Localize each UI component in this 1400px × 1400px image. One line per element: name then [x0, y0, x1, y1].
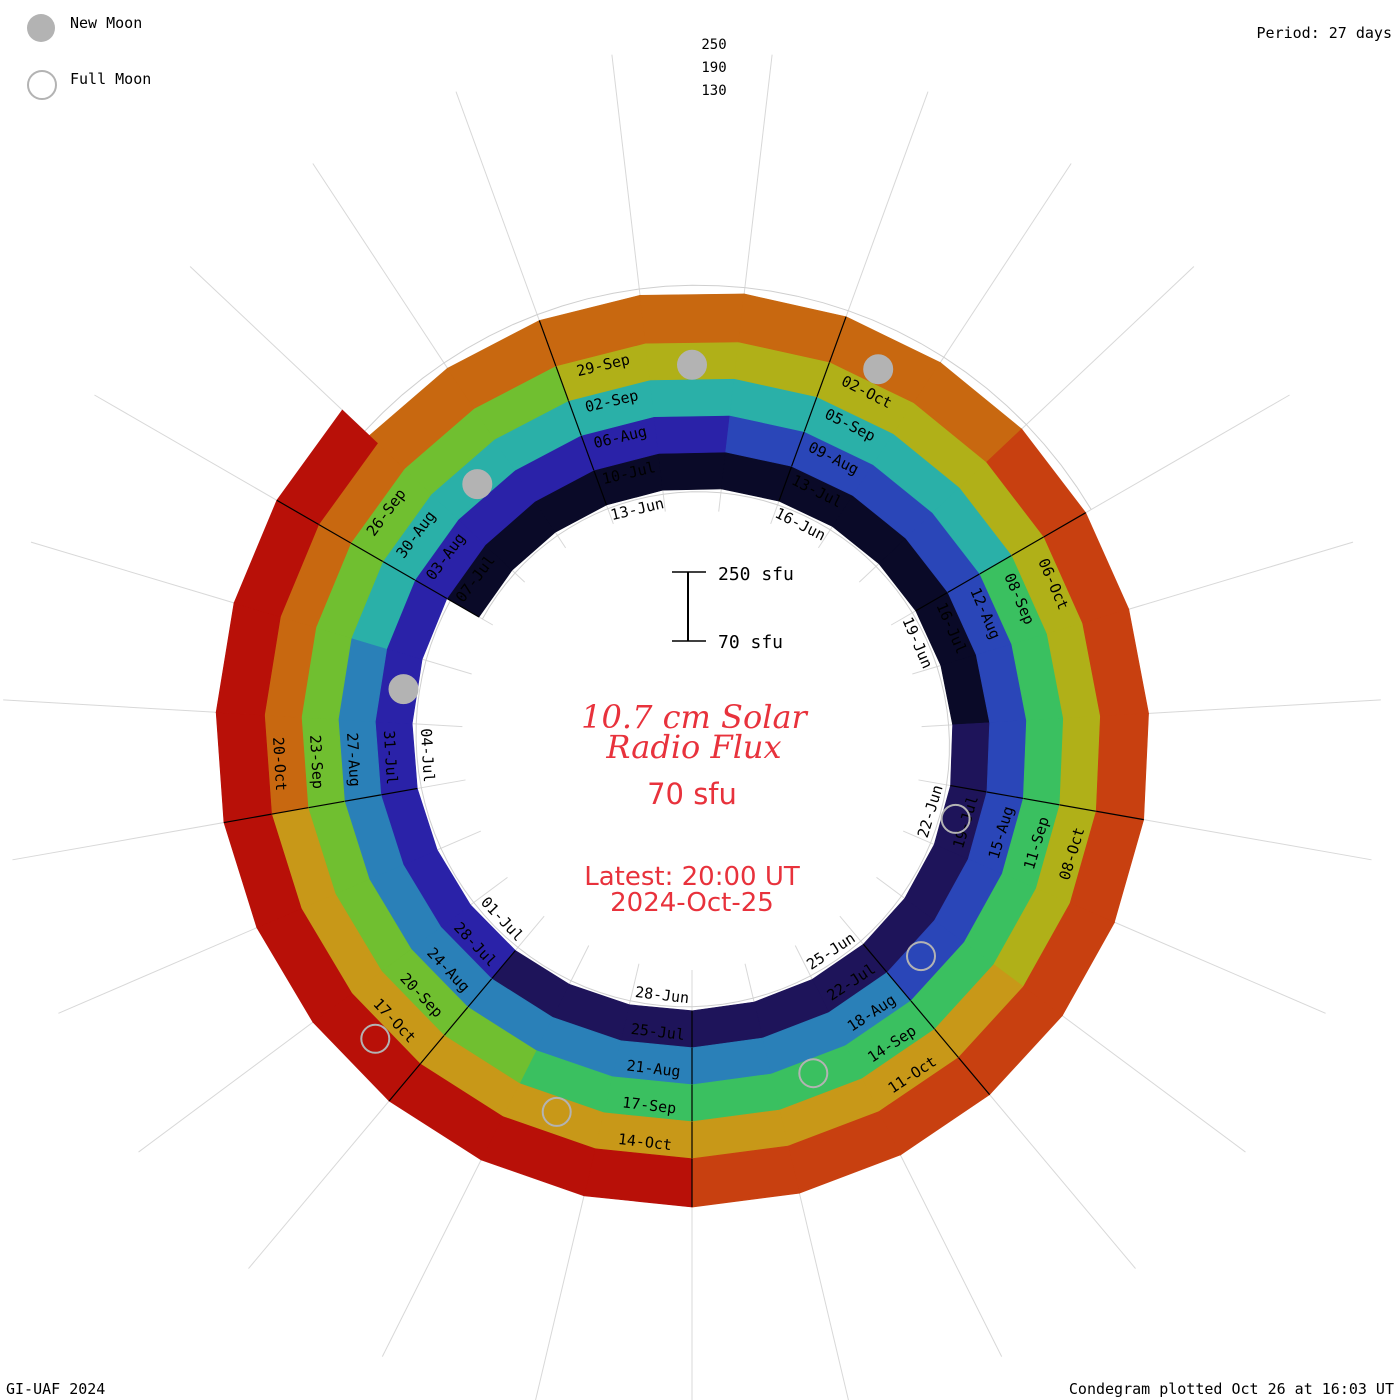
new-moon-marker: [677, 349, 707, 380]
bar-divider: [538, 320, 557, 367]
date-label: 23-Sep: [306, 734, 327, 789]
bar-divider: [778, 463, 794, 502]
credit-left: GI-UAF 2024: [6, 1380, 106, 1398]
bar-divider: [950, 784, 993, 794]
bar-divider: [862, 943, 892, 978]
bar-divider: [223, 813, 272, 824]
full-moon-legend-icon: [27, 70, 57, 100]
scale-bar: 250 sfu 70 sfu: [672, 564, 794, 653]
bar-divider: [445, 597, 480, 618]
full-moon-marker: [541, 1096, 572, 1127]
bar-divider: [486, 950, 516, 985]
full-moon-marker: [798, 1058, 829, 1089]
center-text: 10.7 cm Solar Radio Flux 70 sfu Latest: …: [581, 698, 808, 918]
flux-bar: [215, 711, 272, 823]
bar-divider: [388, 1063, 421, 1102]
bar-divider: [276, 499, 320, 526]
flux-bar: [639, 293, 745, 344]
full-moon-marker: [360, 1023, 391, 1054]
bar-divider: [592, 468, 608, 506]
period-label: Period: 27 days: [1256, 24, 1392, 42]
scale-bottom-label: 70 sfu: [718, 632, 783, 653]
date-label: 20-Oct: [269, 736, 290, 791]
bar-divider: [1043, 512, 1086, 538]
latest-time: Latest: 20:00 UT: [584, 862, 800, 892]
scale-top-label: 250 sfu: [718, 564, 794, 585]
moon-markers: [360, 349, 971, 1127]
flux-bar: [583, 1148, 693, 1208]
date-label: 27-Aug: [343, 732, 364, 787]
bar-divider: [958, 1057, 991, 1096]
scale-tick-250: 250: [701, 37, 726, 53]
new-moon-marker: [388, 674, 419, 705]
chart-title-line2: Radio Flux: [605, 728, 781, 766]
new-moon-marker: [462, 469, 493, 500]
flux-bar: [657, 449, 727, 491]
new-moon-marker: [863, 354, 894, 385]
flux-bars: [215, 293, 1149, 1208]
bar-divider: [1096, 810, 1144, 821]
full-moon-marker: [906, 941, 936, 972]
current-flux-value: 70 sfu: [647, 777, 737, 811]
date-label: 04-Jul: [417, 728, 438, 783]
credit-right: Condegram plotted Oct 26 at 16:03 UT: [1068, 1380, 1394, 1398]
scale-ticks: 250 190 130: [701, 37, 726, 99]
latest-date: 2024-Oct-25: [610, 888, 774, 918]
scale-tick-130: 130: [701, 83, 726, 99]
bar-divider: [829, 316, 847, 363]
chart-title-line1: 10.7 cm Solar: [581, 698, 808, 736]
flux-bar: [1095, 713, 1149, 821]
full-moon-legend-label: Full Moon: [70, 70, 152, 88]
full-moon-marker: [940, 803, 971, 834]
scale-tick-190: 190: [701, 60, 726, 76]
date-label: 31-Jul: [380, 730, 401, 785]
new-moon-legend-label: New Moon: [70, 14, 143, 32]
bar-divider: [915, 589, 952, 612]
new-moon-legend-icon: [27, 14, 55, 42]
